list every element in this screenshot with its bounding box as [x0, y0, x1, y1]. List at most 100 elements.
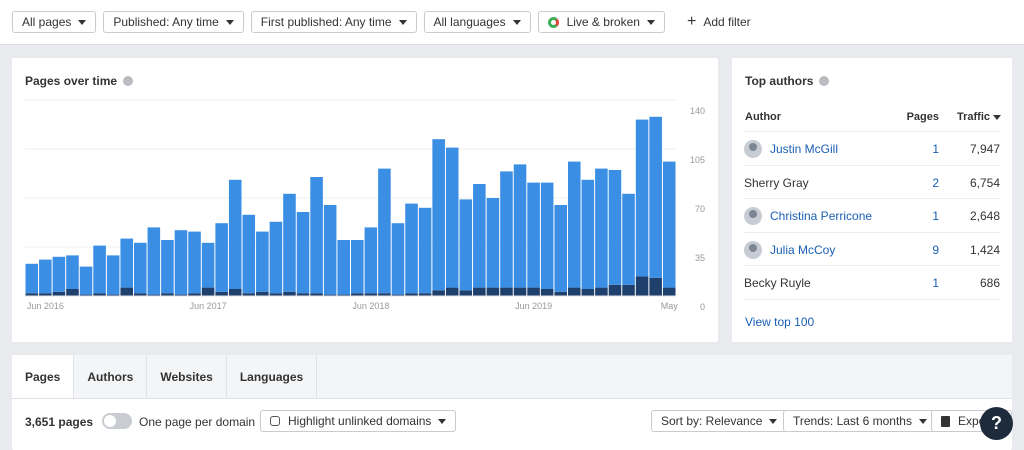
bar-segment	[635, 276, 649, 296]
bar-segment	[296, 293, 310, 296]
bar-segment	[527, 182, 540, 288]
bar-segment	[228, 289, 242, 296]
bar-segment	[39, 293, 52, 296]
filter-button[interactable]: First published: Any time	[250, 11, 417, 33]
y-tick-label: 105	[690, 155, 705, 165]
bar-segment	[310, 177, 323, 294]
table-rule	[744, 299, 1000, 300]
bar-segment	[120, 287, 133, 296]
filter-label: First published: Any time	[260, 15, 392, 29]
column-header[interactable]: Traffic	[956, 111, 990, 123]
bar-segment	[635, 119, 649, 277]
avatar	[744, 140, 762, 158]
tab[interactable]: Authors	[74, 355, 148, 398]
author-pages[interactable]: 1	[932, 209, 939, 223]
bar-segment	[66, 255, 79, 289]
tab-bar: Pages Authors Websites Languages	[12, 355, 1012, 399]
author-traffic: 2,648	[969, 209, 1000, 223]
bar-segment	[79, 266, 93, 295]
author-pages[interactable]: 9	[932, 242, 939, 257]
bar-segment	[39, 259, 52, 294]
bar-segment	[391, 223, 405, 295]
toggle[interactable]	[102, 413, 132, 429]
author-cell: Becky Ruyle	[744, 276, 894, 290]
author-name[interactable]: Christina Perricone	[770, 209, 873, 223]
filter-button[interactable]: All pages	[12, 11, 97, 33]
authors-title-wrap: Top authors	[745, 74, 830, 88]
sort-button[interactable]: Sort by: Relevance	[651, 410, 788, 432]
bar-segment	[595, 168, 608, 288]
author-cell: Julia McCoy	[744, 240, 894, 259]
avatar	[744, 240, 762, 259]
author-pages[interactable]: 2	[932, 175, 939, 190]
bar-segment	[188, 231, 201, 294]
author-traffic: 6,754	[969, 175, 1000, 190]
y-tick-label: 35	[695, 253, 705, 263]
bar-segment	[201, 242, 215, 288]
trends-button[interactable]: Trends: Last 6 months	[783, 410, 937, 432]
tab[interactable]: Languages	[227, 355, 318, 398]
view-top-link[interactable]: View top 100	[745, 315, 815, 329]
author-row: Justin McGill 1 7,947	[744, 131, 1000, 166]
author-traffic: 7,947	[969, 142, 1000, 156]
bar-segment	[174, 230, 188, 295]
highlight-button[interactable]: Highlight unlinked domains	[260, 410, 457, 432]
bar-segment	[500, 287, 513, 296]
x-tick-label: Jun 2017	[190, 301, 227, 311]
bar-segment	[147, 227, 161, 295]
bar-segment	[581, 179, 595, 289]
tab[interactable]: Websites	[147, 355, 227, 398]
author-name[interactable]: Julia McCoy	[770, 242, 836, 257]
bar-segment	[445, 147, 459, 288]
bar-segment	[432, 139, 445, 291]
author-pages[interactable]: 1	[932, 142, 939, 156]
highlight-label: Highlight unlinked domains	[288, 414, 432, 428]
y-tick-label: 0	[700, 302, 705, 312]
filter-bar: All pages Published: Any time First publis…	[0, 0, 1024, 45]
bar-segment	[513, 287, 527, 296]
bar-segment	[161, 240, 174, 294]
bar-segment	[106, 294, 120, 296]
bar-segment	[364, 227, 378, 294]
bar-segment	[52, 291, 66, 296]
caret	[225, 19, 234, 25]
author-row: Sherry Gray 2 6,754	[744, 164, 1000, 200]
bar-segment	[52, 256, 66, 292]
add-filter-label: Add filter	[703, 15, 751, 29]
bar-segment	[581, 289, 595, 296]
y-tick-label: 140	[690, 106, 705, 116]
bar-segment	[540, 289, 554, 296]
plus-icon: +	[686, 13, 697, 30]
author-row: Becky Ruyle 1 686	[744, 265, 1000, 300]
author-pages[interactable]: 1	[932, 276, 939, 290]
toggle-label: One page per domain	[139, 415, 256, 429]
bar-segment	[79, 294, 93, 296]
help-button[interactable]: ?	[980, 407, 1013, 440]
add-filter[interactable]: + Add filter	[677, 11, 760, 33]
author-name[interactable]: Justin McGill	[770, 142, 839, 156]
author-name: Becky Ruyle	[744, 276, 811, 290]
bar-segment	[459, 290, 473, 296]
filter-button[interactable]: All languages	[423, 11, 531, 33]
tab[interactable]: Pages	[12, 355, 75, 398]
bar-segment	[242, 214, 256, 294]
info-icon[interactable]	[819, 76, 830, 86]
author-row: Julia McCoy 9 1,424	[744, 231, 1000, 267]
chart-panel: Pages over time 0 35 70 105 140 Jun 2016 Jun 2…	[12, 58, 718, 342]
bar-segment	[351, 293, 364, 296]
bar-segment	[256, 291, 269, 296]
bar-segment	[106, 255, 120, 295]
bar-segment	[649, 116, 662, 278]
x-tick-label: May	[661, 301, 679, 311]
top-authors-panel: Top authors Author Pages Traffic View to…	[732, 58, 1012, 342]
author-traffic: 686	[979, 276, 1000, 290]
bar-segment	[323, 294, 337, 296]
bar-segment	[445, 287, 459, 296]
bar-segment	[500, 171, 513, 288]
info-icon[interactable]	[123, 76, 134, 86]
bar-segment	[459, 199, 473, 291]
filter-button[interactable]: Live & broken	[537, 11, 665, 33]
bar-segment	[662, 287, 676, 296]
caret	[78, 19, 87, 25]
filter-button[interactable]: Published: Any time	[103, 11, 244, 33]
